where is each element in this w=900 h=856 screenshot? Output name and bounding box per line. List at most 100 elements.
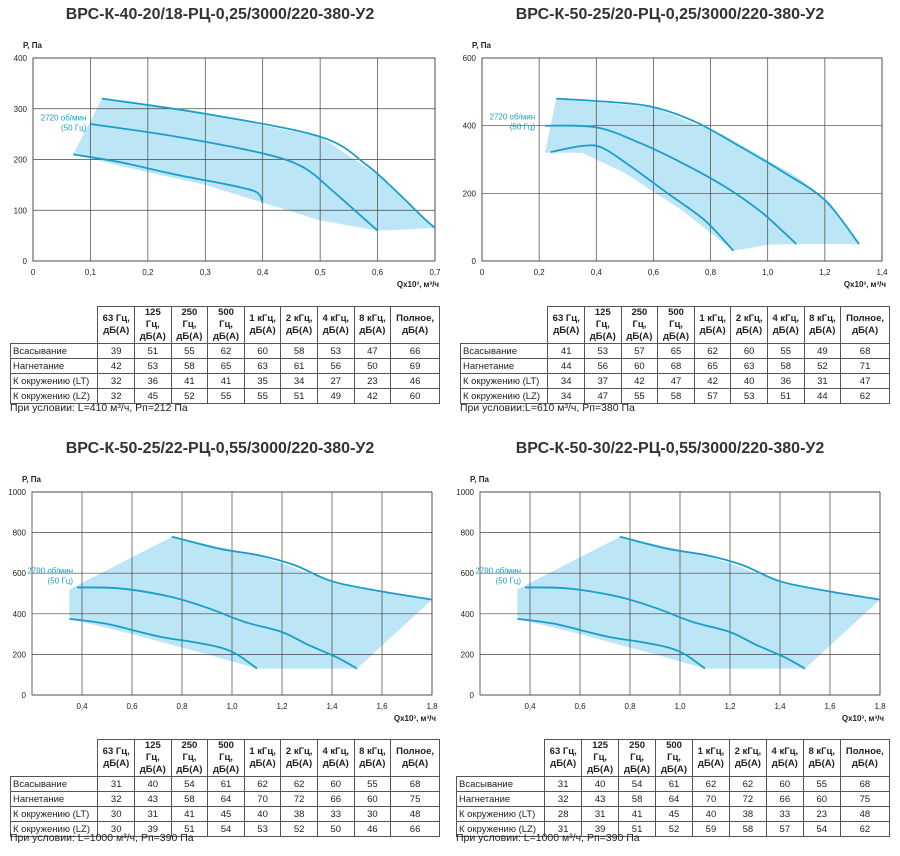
x-axis-label: Qx10³, м³/ч [844, 280, 886, 289]
table-cell: 30 [98, 807, 135, 822]
table-cell: 48 [840, 807, 889, 822]
table-cell: 60 [354, 792, 391, 807]
table-row: Нагнетание 42 53 58 65 63 61 56 50 69 [11, 359, 440, 374]
table-cell: 58 [729, 822, 766, 837]
table-corner [461, 307, 548, 344]
table-cell: 42 [98, 359, 135, 374]
x-tick-label: 1,0 [762, 268, 774, 277]
y-tick-label: 1000 [8, 488, 26, 497]
y-tick-label: 100 [14, 206, 28, 215]
table-cell: 65 [658, 344, 695, 359]
table-cell: 44 [548, 359, 585, 374]
column-header: 250 Гц, дБ(А) [171, 307, 208, 344]
table-cell: 60 [803, 792, 840, 807]
table-cell: 27 [317, 374, 354, 389]
y-tick-label: 800 [13, 529, 27, 538]
table-cell: 62 [729, 777, 766, 792]
x-tick-label: 0,4 [591, 268, 603, 277]
y-axis-label: P, Па [472, 41, 492, 50]
condition-text-2: При условии:L=610 м³/ч, Pп=380 Па [460, 402, 635, 414]
row-label: Всасывание [11, 777, 98, 792]
x-tick-label: 0,4 [524, 702, 536, 711]
column-header: 8 кГц, дБ(А) [354, 307, 391, 344]
table-row: К окружению (LT) 34 37 42 47 42 40 36 31 47 [461, 374, 890, 389]
table-cell: 33 [766, 807, 803, 822]
speed-annotation: (50 Гц) [496, 576, 522, 585]
fan-curve-chart-3: 020040060080010000,4 0,6 0,8 1,0 1,2 1,4 1,6 1,… [0, 432, 440, 732]
table-cell: 41 [208, 374, 245, 389]
x-tick-label: 1,4 [774, 702, 786, 711]
y-tick-label: 0 [23, 257, 28, 266]
column-header: 500 Гц, дБ(А) [208, 740, 245, 777]
table-cell: 32 [98, 374, 135, 389]
x-tick-label: 1,8 [874, 702, 886, 711]
table-cell: 46 [354, 822, 391, 837]
x-axis-label: Qx10³, м³/ч [842, 714, 884, 723]
table-cell: 72 [281, 792, 318, 807]
x-tick-label: 1,2 [724, 702, 736, 711]
table-cell: 63 [244, 359, 281, 374]
column-header: 125 Гц, дБ(А) [135, 740, 172, 777]
x-tick-label: 0,3 [200, 268, 212, 277]
table-cell: 51 [135, 344, 172, 359]
table-cell: 42 [354, 389, 391, 404]
table-cell: 62 [694, 344, 731, 359]
table-cell: 31 [545, 777, 582, 792]
table-cell: 51 [281, 389, 318, 404]
table-cell: 53 [135, 359, 172, 374]
y-tick-label: 0 [470, 691, 475, 700]
table-cell: 46 [391, 374, 440, 389]
y-tick-label: 0 [472, 257, 477, 266]
y-tick-label: 600 [13, 569, 27, 578]
x-tick-label: 0,6 [648, 268, 660, 277]
column-header: 8 кГц, дБ(А) [804, 307, 841, 344]
table-cell: 68 [841, 344, 890, 359]
y-tick-label: 400 [463, 122, 477, 131]
column-header: 63 Гц, дБ(А) [98, 307, 135, 344]
fan-curve-chart-4: 0 200 400 600 800 1000 0,4 0,6 0,8 1,0 1,2 1,4 1,6 1,… [450, 432, 890, 732]
table-cell: 47 [354, 344, 391, 359]
table-cell: 60 [244, 344, 281, 359]
table-cell: 23 [803, 807, 840, 822]
column-header: 250 Гц, дБ(А) [171, 740, 208, 777]
table-cell: 63 [731, 359, 768, 374]
table-cell: 75 [840, 792, 889, 807]
x-tick-label: 0,1 [85, 268, 97, 277]
table-cell: 34 [548, 374, 585, 389]
column-header: 8 кГц, дБ(А) [803, 740, 840, 777]
table-cell: 53 [317, 344, 354, 359]
x-tick-label: 1,2 [276, 702, 288, 711]
column-header: Полное, дБ(А) [391, 307, 440, 344]
table-cell: 57 [694, 389, 731, 404]
table-cell: 62 [281, 777, 318, 792]
x-tick-label: 0,8 [176, 702, 188, 711]
x-tick-label: 0,6 [126, 702, 138, 711]
chart-panel-1: ВРС-К-40-20/18-РЦ-0,25/3000/220-380-У2 0… [0, 0, 440, 420]
table-cell: 53 [585, 344, 622, 359]
table-cell: 31 [98, 777, 135, 792]
y-tick-label: 200 [461, 650, 475, 659]
x-tick-label: 0,4 [76, 702, 88, 711]
table-cell: 62 [841, 389, 890, 404]
table-cell: 54 [803, 822, 840, 837]
table-corner [11, 307, 98, 344]
table-cell: 58 [767, 359, 804, 374]
table-cell: 45 [656, 807, 693, 822]
x-tick-label: 1,4 [876, 268, 888, 277]
table-row: Нагнетание 44 56 60 68 65 63 58 52 71 [461, 359, 890, 374]
table-cell: 42 [621, 374, 658, 389]
table-cell: 40 [244, 807, 281, 822]
table-cell: 53 [731, 389, 768, 404]
table-cell: 31 [582, 807, 619, 822]
table-cell: 69 [391, 359, 440, 374]
table-cell: 75 [391, 792, 440, 807]
noise-table-1: 63 Гц, дБ(А) 125 Гц, дБ(А) 250 Гц, дБ(А) 500 Г… [10, 306, 440, 404]
y-tick-label: 400 [461, 610, 475, 619]
table-cell: 62 [840, 822, 889, 837]
speed-annotation: 2720 об/мин [489, 113, 535, 122]
table-cell: 40 [582, 777, 619, 792]
table-row: Всасывание 31 40 54 61 62 62 60 55 68 [11, 777, 440, 792]
table-cell: 66 [391, 822, 440, 837]
table-cell: 32 [98, 792, 135, 807]
row-label: Нагнетание [461, 359, 548, 374]
